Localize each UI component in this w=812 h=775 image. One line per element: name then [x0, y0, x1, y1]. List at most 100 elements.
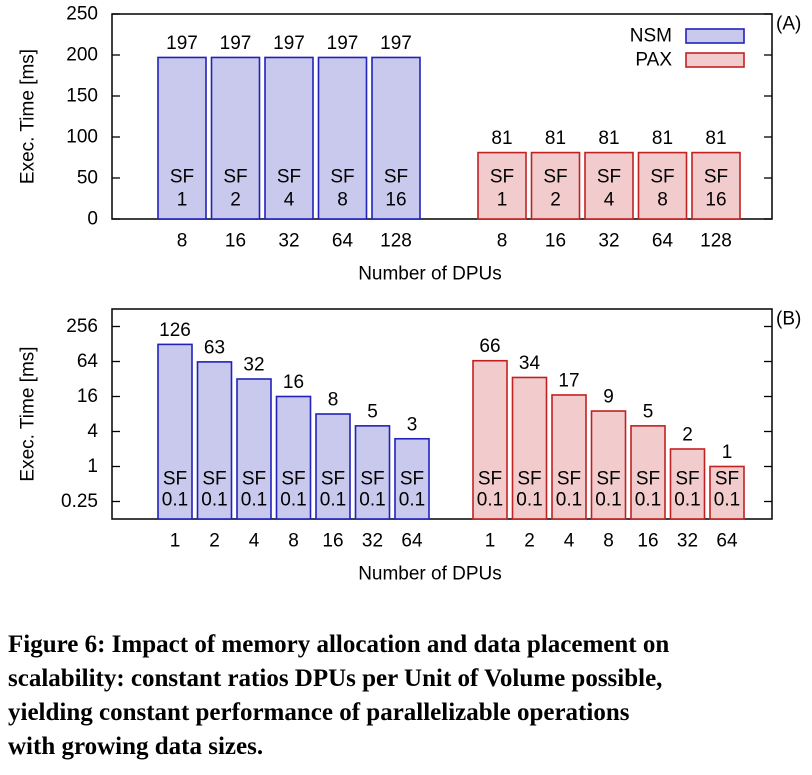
x-tick-label: 1 [170, 531, 181, 552]
bar-inner-label: 4 [284, 190, 295, 211]
bar-pax [551, 394, 587, 520]
bar-nsm [354, 425, 391, 520]
bar-value-label: 1 [722, 442, 733, 463]
bar-inner-label: 0.1 [516, 490, 542, 511]
x-tick-label: 64 [652, 231, 674, 252]
y-tick-label: 250 [66, 4, 98, 25]
x-tick-label: 32 [278, 231, 299, 252]
bar-inner-label: SF [321, 469, 345, 490]
bar-inner-label: SF [202, 469, 226, 490]
bar-inner-label: SF [478, 469, 502, 490]
x-tick-label: 64 [716, 531, 738, 552]
x-tick-label: 16 [545, 231, 566, 252]
y-axis-label: Exec. Time [ms] [18, 49, 39, 184]
panel-label: (B) [776, 309, 801, 330]
bar-inner-label: 0.1 [241, 490, 267, 511]
y-tick-label: 150 [66, 86, 98, 107]
x-tick-label: 16 [637, 531, 658, 552]
bar-inner-label: SF [384, 167, 408, 188]
bar-value-label: 81 [491, 128, 512, 149]
bar-inner-label: SF [715, 469, 739, 490]
bar-inner-label: SF [223, 167, 247, 188]
bar-pax [709, 465, 745, 520]
x-tick-label: 8 [497, 231, 508, 252]
bar-value-label: 66 [479, 336, 500, 357]
y-tick-label: 0.25 [61, 491, 98, 512]
legend-swatch-pax [685, 52, 745, 68]
bar-inner-label: SF [557, 469, 581, 490]
x-tick-label: 128 [380, 231, 412, 252]
y-tick-label: 4 [87, 421, 98, 442]
figure-caption: Figure 6: Impact of memory allocation an… [8, 628, 808, 764]
x-tick-label: 2 [209, 531, 220, 552]
bar-pax [637, 151, 688, 220]
bar-inner-label: 0.1 [201, 490, 227, 511]
bar-inner-label: SF [400, 469, 424, 490]
bar-inner-label: 16 [705, 190, 726, 211]
bar-value-label: 63 [204, 337, 225, 358]
bar-nsm [264, 56, 314, 220]
bar-nsm [317, 56, 368, 220]
bar-value-label: 81 [705, 128, 726, 149]
bar-value-label: 197 [273, 33, 305, 54]
bar-nsm [275, 395, 312, 520]
x-tick-label: 16 [322, 531, 343, 552]
bar-inner-label: 8 [657, 190, 668, 211]
bar-inner-label: 0.1 [674, 490, 700, 511]
y-tick-label: 100 [66, 127, 98, 148]
x-tick-label: 8 [603, 531, 614, 552]
y-tick-label: 1 [87, 456, 98, 477]
bar-inner-label: 16 [385, 190, 406, 211]
bar-value-label: 197 [327, 33, 359, 54]
x-tick-label: 32 [677, 531, 698, 552]
bar-inner-label: 0.1 [280, 490, 306, 511]
caption-line-4: with growing data sizes. [8, 733, 264, 760]
legend-swatch-nsm [685, 28, 745, 44]
bar-inner-label: SF [281, 469, 305, 490]
bar-value-label: 9 [603, 387, 614, 408]
bar-inner-label: SF [517, 469, 541, 490]
bar-inner-label: 0.1 [477, 490, 503, 511]
bar-value-label: 17 [558, 370, 579, 391]
y-tick-label: 256 [66, 316, 98, 337]
bar-inner-label: SF [675, 469, 699, 490]
figure-charts: 0 50 100 150 200 250 Exec. Time [ms] Number of … [18, 4, 802, 585]
plot-frame [111, 13, 773, 220]
bar-value-label: 32 [243, 355, 264, 376]
bar-pax [511, 376, 548, 520]
bar-inner-label: SF [490, 167, 514, 188]
bar-value-label: 197 [220, 33, 252, 54]
bar-pax [530, 151, 581, 220]
bar-inner-label: SF [596, 469, 620, 490]
bar-inner-label: 1 [177, 190, 188, 211]
bar-pax [477, 151, 527, 220]
bar-inner-label: SF [330, 167, 354, 188]
y-tick-label: 64 [77, 351, 99, 372]
y-tick-label: 50 [77, 168, 98, 189]
x-axis-label: Number of DPUs [358, 264, 502, 285]
caption-line-1: Figure 6: Impact of memory allocation an… [8, 631, 670, 658]
x-tick-label: 8 [288, 531, 299, 552]
x-tick-label: 4 [564, 531, 575, 552]
bar-inner-label: 1 [497, 190, 508, 211]
bar-inner-label: 0.1 [714, 490, 740, 511]
bar-value-label: 197 [166, 33, 198, 54]
bar-nsm [371, 56, 421, 220]
bar-value-label: 34 [519, 353, 541, 374]
bar-inner-label: SF [650, 167, 674, 188]
y-axis-label: Exec. Time [ms] [18, 346, 39, 481]
bar-inner-label: SF [597, 167, 621, 188]
bar-inner-label: SF [277, 167, 301, 188]
x-tick-label: 2 [524, 531, 535, 552]
caption-line-3: yielding constant performance of paralle… [8, 699, 630, 726]
x-tick-label: 32 [362, 531, 383, 552]
y-tick-label: 0 [87, 209, 98, 230]
x-axis-label: Number of DPUs [358, 564, 502, 585]
bar-value-label: 3 [407, 414, 418, 435]
chart-panel-1: 0 50 100 150 200 250 Exec. Time [ms] Number of … [18, 4, 802, 285]
bar-value-label: 16 [283, 372, 304, 393]
bar-pax [590, 410, 627, 520]
bar-inner-label: SF [543, 167, 567, 188]
bar-inner-label: 8 [337, 190, 348, 211]
